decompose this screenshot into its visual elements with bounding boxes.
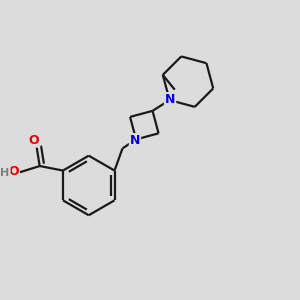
Text: O: O xyxy=(8,165,19,178)
Text: N: N xyxy=(165,93,175,106)
Text: N: N xyxy=(130,134,140,147)
Text: O: O xyxy=(29,134,39,147)
Text: H: H xyxy=(1,168,10,178)
